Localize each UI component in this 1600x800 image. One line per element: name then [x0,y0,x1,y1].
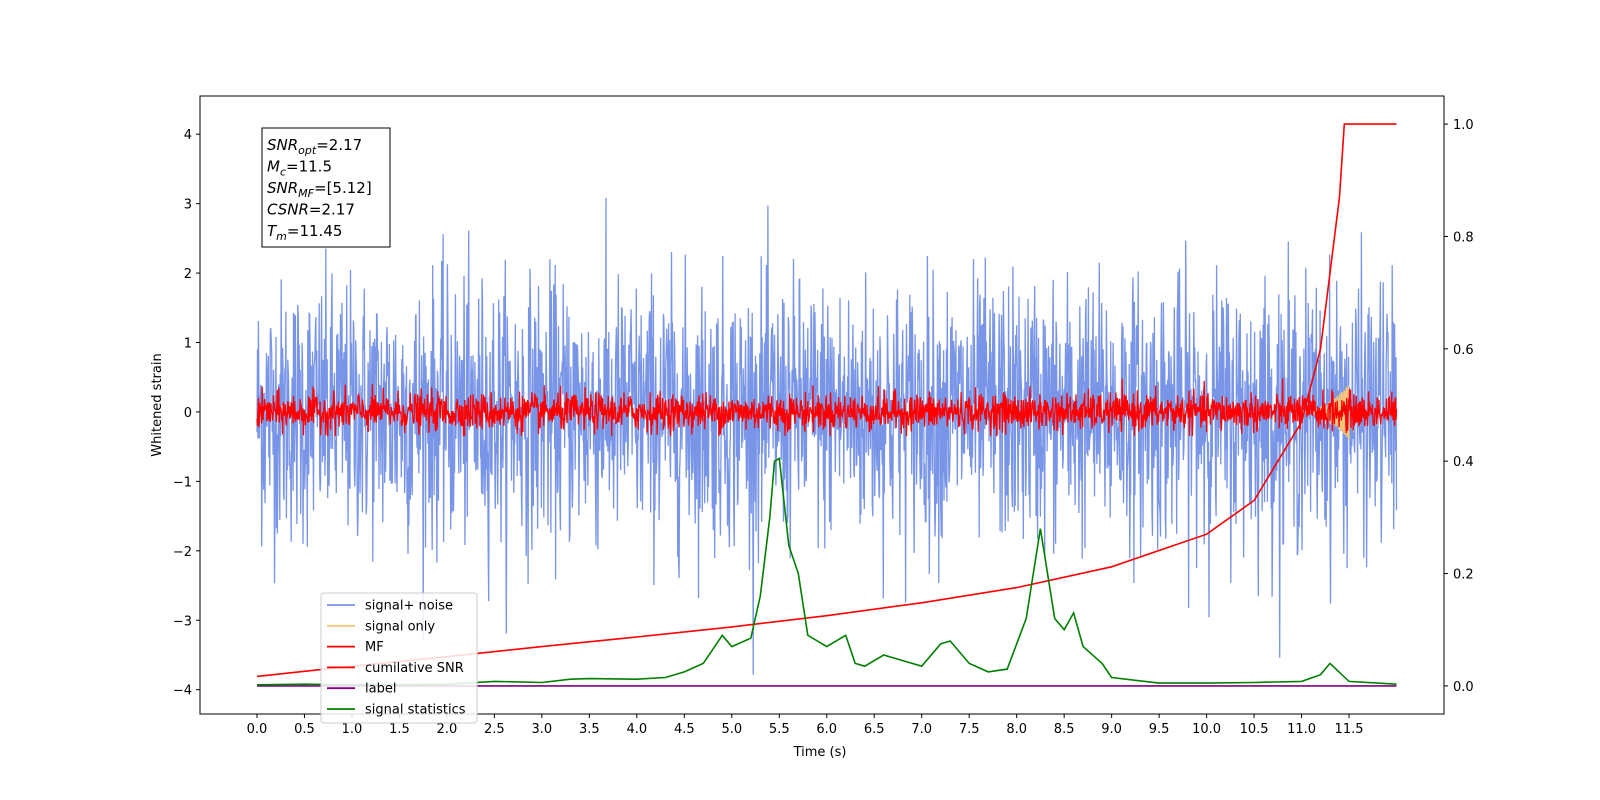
x-axis-label: Time (s) [793,745,847,760]
series-line-cumilative-snr [256,123,1397,678]
x-tick-label: 5.0 [721,722,742,737]
annotation-line: CSNR=2.17 [267,201,355,219]
y2-tick-label: 0.0 [1453,680,1474,695]
x-tick-label: 7.5 [959,722,980,737]
x-tick-label: 3.5 [579,722,600,737]
legend-entry: signal statistics [365,703,466,718]
annotation-line: Tm=11.45 [267,222,342,243]
y-tick-label: 1 [184,337,192,352]
x-tick-label: 8.0 [1006,722,1027,737]
series-line-signal-noise [256,197,1398,675]
y2-tick-label: 0.4 [1453,455,1474,470]
x-tick-label: 4.0 [626,722,647,737]
series-line-mf [256,378,1398,437]
annotation-line: Mc=11.5 [267,158,332,179]
legend-entry: MF [365,640,384,655]
x-tick-label: 7.0 [911,722,932,737]
x-tick-label: 9.5 [1149,722,1170,737]
x-tick-label: 10.5 [1240,722,1269,737]
x-tick-label: 10.0 [1192,722,1221,737]
y-tick-label: −1 [173,475,192,490]
y2-tick-label: 0.6 [1453,343,1474,358]
y-tick-label: 3 [184,198,192,213]
x-tick-label: 2.5 [484,722,505,737]
annotation-box [261,127,391,248]
y-tick-label: 2 [184,267,192,282]
x-tick-label: 9.0 [1101,722,1122,737]
y-tick-label: 0 [184,406,192,421]
y-tick-label: −4 [173,684,192,699]
legend-entry: label [365,682,396,697]
x-tick-label: 6.5 [864,722,885,737]
legend-box [320,592,478,724]
annotation-line: SNRMF=[5.12] [267,179,372,200]
annotation-line: SNRopt=2.17 [267,136,362,157]
x-tick-label: 0.5 [294,722,315,737]
legend-entry: signal+ noise [365,599,453,614]
x-tick-label: 11.5 [1335,722,1364,737]
legend-entry: cumilative SNR [365,661,464,676]
y-axis-label: Whitened strain [150,353,165,456]
x-tick-label: 3.0 [532,722,553,737]
plot-frame [199,95,1445,715]
x-tick-label: 11.0 [1287,722,1316,737]
x-tick-label: 6.0 [816,722,837,737]
y2-tick-label: 1.0 [1453,118,1474,133]
y-tick-label: −3 [173,614,192,629]
y-tick-label: −2 [173,545,192,560]
x-tick-label: 2.0 [437,722,458,737]
y2-tick-label: 0.8 [1453,230,1474,245]
y-tick-label: 4 [184,128,192,143]
x-tick-label: 1.5 [389,722,410,737]
y2-tick-label: 0.2 [1453,568,1474,583]
x-tick-label: 1.0 [342,722,363,737]
x-tick-label: 0.0 [247,722,268,737]
series-line-signal-statistics [256,457,1397,686]
legend-entry: signal only [365,619,435,634]
x-tick-label: 4.5 [674,722,695,737]
x-tick-label: 5.5 [769,722,790,737]
x-tick-label: 8.5 [1054,722,1075,737]
